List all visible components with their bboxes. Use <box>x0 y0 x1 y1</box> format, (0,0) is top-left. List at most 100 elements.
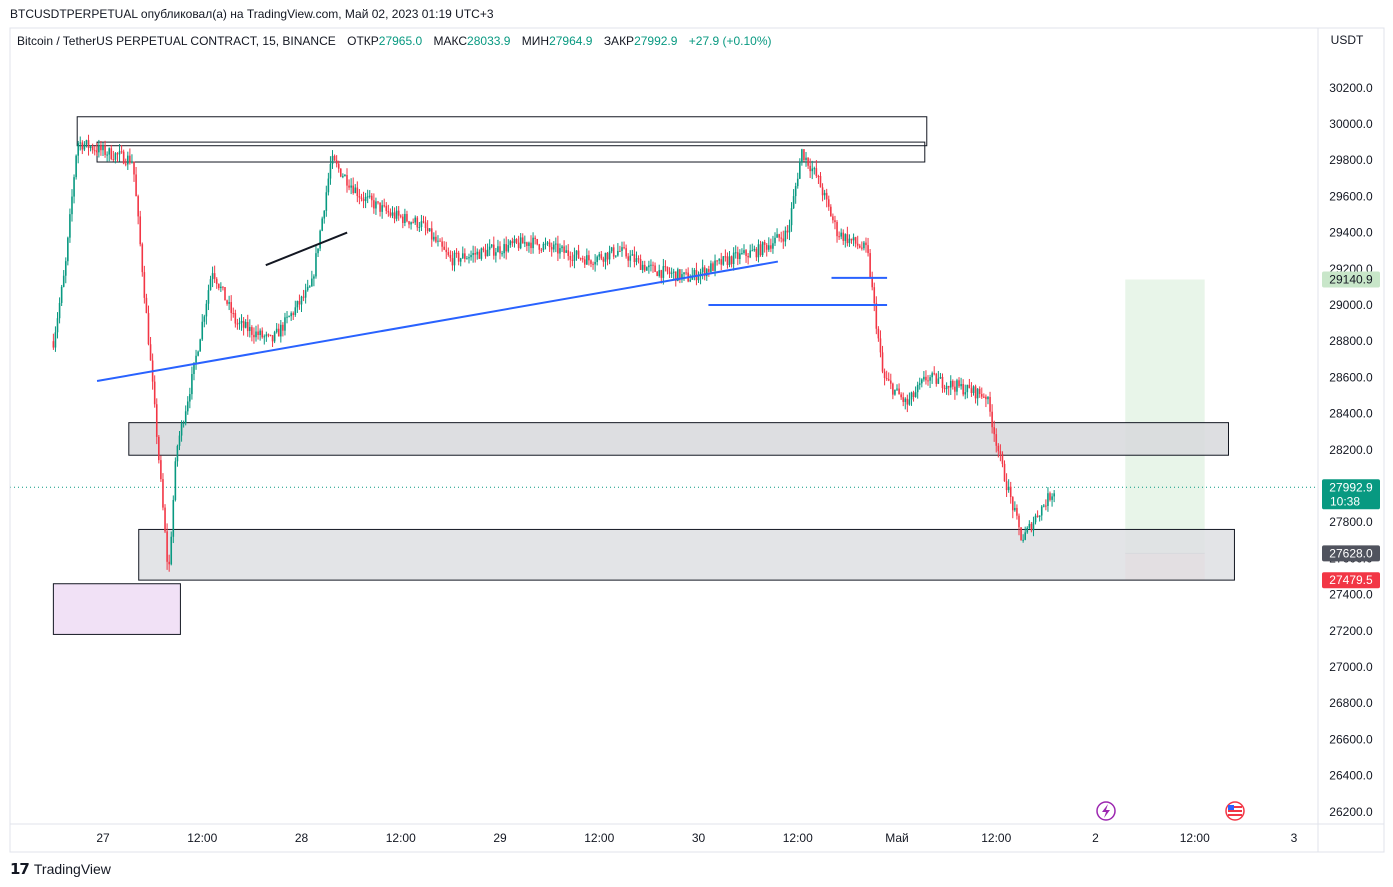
candle <box>391 206 394 219</box>
candle <box>207 284 210 311</box>
candle <box>739 249 741 265</box>
candle <box>1018 513 1020 536</box>
candle <box>908 392 911 406</box>
candle <box>133 161 135 182</box>
candle <box>513 235 516 248</box>
candle <box>619 245 621 253</box>
candle <box>524 235 526 248</box>
candle <box>143 265 146 304</box>
currency-label: USDT <box>1331 33 1364 47</box>
candle <box>838 231 840 241</box>
candle <box>627 253 629 268</box>
candle <box>536 238 539 246</box>
candle <box>1007 479 1010 493</box>
candle <box>695 262 698 286</box>
zone-rectangle[interactable] <box>76 116 928 147</box>
candle <box>443 241 445 251</box>
zone-rectangle[interactable] <box>138 528 1235 581</box>
candle <box>116 152 119 162</box>
candle <box>592 261 594 270</box>
candle <box>497 239 499 253</box>
candle <box>528 241 530 253</box>
candle <box>249 319 251 338</box>
candle <box>904 397 907 410</box>
candle <box>974 384 977 404</box>
candle <box>348 179 350 191</box>
candle <box>788 219 791 241</box>
candle <box>484 243 487 259</box>
candle <box>201 314 204 341</box>
candle <box>89 145 92 152</box>
candle <box>495 247 497 263</box>
candle <box>461 246 464 259</box>
candle <box>716 259 718 266</box>
candle <box>457 250 460 266</box>
candle <box>186 396 189 415</box>
candle <box>468 253 470 264</box>
candle <box>178 430 181 451</box>
candle <box>718 258 720 265</box>
candle <box>945 382 948 395</box>
candle <box>319 229 321 252</box>
candle <box>464 248 466 263</box>
candle <box>507 239 510 253</box>
candle <box>852 233 855 247</box>
zone-rectangle[interactable] <box>52 583 181 635</box>
candle <box>935 372 938 387</box>
candle <box>286 311 288 324</box>
candle <box>137 194 139 225</box>
tradingview-brand[interactable]: 𝟭𝟳 TradingView <box>10 860 111 878</box>
candle <box>894 389 896 396</box>
candle <box>439 238 441 242</box>
lightning-icon[interactable] <box>1096 801 1116 821</box>
candle <box>521 233 524 244</box>
candle <box>1036 510 1039 518</box>
candle <box>1016 504 1018 520</box>
trendline[interactable] <box>96 260 779 383</box>
zone-rectangle[interactable] <box>96 141 926 163</box>
trendline-black[interactable] <box>265 231 348 267</box>
candle <box>666 266 669 275</box>
candle <box>827 195 830 211</box>
candle <box>921 378 923 388</box>
candle <box>892 382 894 400</box>
candle <box>869 249 871 279</box>
candle <box>1049 491 1051 502</box>
candle <box>449 250 452 262</box>
zone-rectangle[interactable] <box>128 422 1229 456</box>
candle <box>588 250 590 266</box>
candle <box>648 260 650 274</box>
candle <box>335 155 338 168</box>
candle <box>786 225 789 240</box>
candle <box>621 241 623 257</box>
candle <box>962 379 964 397</box>
candle <box>604 252 607 270</box>
candle <box>211 266 214 288</box>
candle <box>956 378 958 396</box>
position-target-zone[interactable] <box>1125 279 1205 554</box>
candle <box>213 265 216 284</box>
candle <box>290 311 292 321</box>
candle <box>889 373 892 390</box>
candle <box>710 260 712 273</box>
symbol-title[interactable]: Bitcoin / TetherUS PERPETUAL CONTRACT, 1… <box>17 34 336 48</box>
candle <box>323 210 326 224</box>
candle <box>594 254 596 272</box>
low-label: МИН <box>521 34 550 48</box>
candle <box>530 235 532 254</box>
candle <box>639 254 642 270</box>
us-flag-icon[interactable] <box>1225 801 1245 821</box>
candle <box>902 392 905 407</box>
candle <box>236 318 239 330</box>
candle <box>373 193 375 214</box>
candle <box>637 255 640 264</box>
candle <box>358 189 361 205</box>
candle <box>848 234 851 247</box>
candle <box>505 236 508 260</box>
candle <box>238 317 241 330</box>
candle <box>774 232 776 247</box>
candle <box>617 243 619 257</box>
candle <box>586 248 588 265</box>
candle <box>112 150 115 162</box>
